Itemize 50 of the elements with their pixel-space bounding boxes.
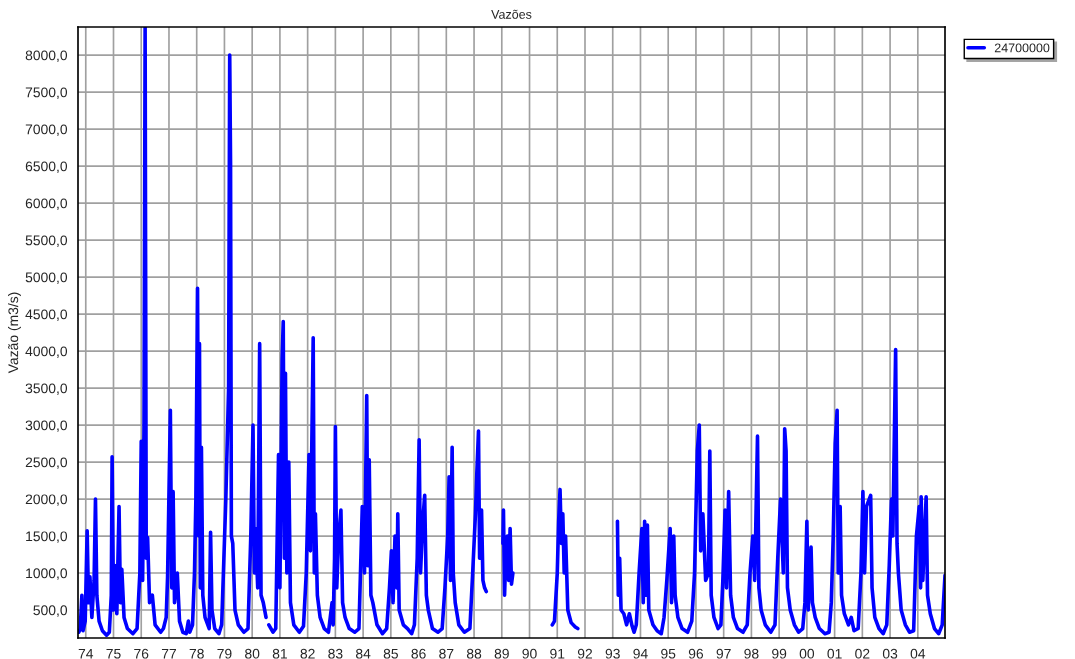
y-tick-label: 5000,0 (25, 272, 68, 284)
x-tick-label: 87 (439, 648, 454, 659)
x-tick-label: 94 (633, 648, 648, 659)
y-tick-label: 7000,0 (25, 124, 68, 136)
legend-label: 24700000 (994, 43, 1050, 53)
x-tick-label: 01 (827, 648, 842, 659)
x-tick-label: 74 (78, 648, 94, 659)
y-tick-label: 5500,0 (25, 235, 68, 247)
x-tick-label: 99 (772, 648, 787, 659)
x-tick-label: 88 (466, 648, 482, 659)
x-tick-label: 92 (577, 648, 593, 659)
x-tick-label: 77 (161, 648, 176, 659)
x-tick-label: 91 (550, 648, 565, 659)
x-tick-label: 04 (910, 648, 926, 659)
y-tick-label: 8000,0 (25, 50, 68, 62)
x-tick-label: 98 (744, 648, 759, 659)
x-tick-label: 81 (272, 648, 287, 659)
y-tick-label: 6500,0 (25, 161, 68, 173)
x-tick-label: 75 (106, 648, 121, 659)
x-tick-label: 79 (217, 648, 232, 659)
y-tick-label: 1500,0 (26, 531, 68, 543)
x-tick-label: 85 (383, 648, 398, 659)
y-tick-label: 2500,0 (25, 457, 68, 469)
x-tick-label: 83 (328, 648, 343, 659)
x-tick-label: 90 (522, 648, 537, 659)
x-tick-label: 89 (494, 648, 509, 659)
y-tick-label: 7500,0 (25, 87, 68, 99)
x-tick-label: 78 (189, 648, 204, 659)
x-tick-label: 02 (855, 648, 870, 659)
x-tick-label: 00 (799, 648, 815, 659)
x-tick-label: 76 (134, 648, 149, 659)
x-tick-label: 96 (688, 648, 704, 659)
y-axis-title: Vazão (m3/s) (7, 292, 21, 374)
x-tick-label: 84 (356, 648, 371, 659)
x-tick-label: 86 (411, 648, 426, 659)
x-tick-label: 03 (882, 648, 898, 659)
y-tick-label: 3000,0 (25, 420, 68, 432)
y-tick-label: 3500,0 (25, 383, 68, 395)
chart-title: Vazões (491, 9, 532, 19)
y-tick-label: 6000,0 (25, 198, 68, 210)
x-tick-label: 93 (605, 648, 620, 659)
y-tick-label: 1000,0 (26, 568, 68, 580)
y-tick-label: 4500,0 (25, 309, 68, 321)
x-tick-label: 82 (300, 648, 315, 659)
y-tick-label: 2000,0 (25, 494, 68, 506)
y-tick-label: 4000,0 (25, 346, 68, 358)
x-tick-label: 95 (661, 648, 676, 659)
y-tick-label: 500,0 (33, 605, 68, 617)
x-tick-label: 80 (245, 648, 260, 659)
x-tick-label: 97 (716, 648, 731, 659)
